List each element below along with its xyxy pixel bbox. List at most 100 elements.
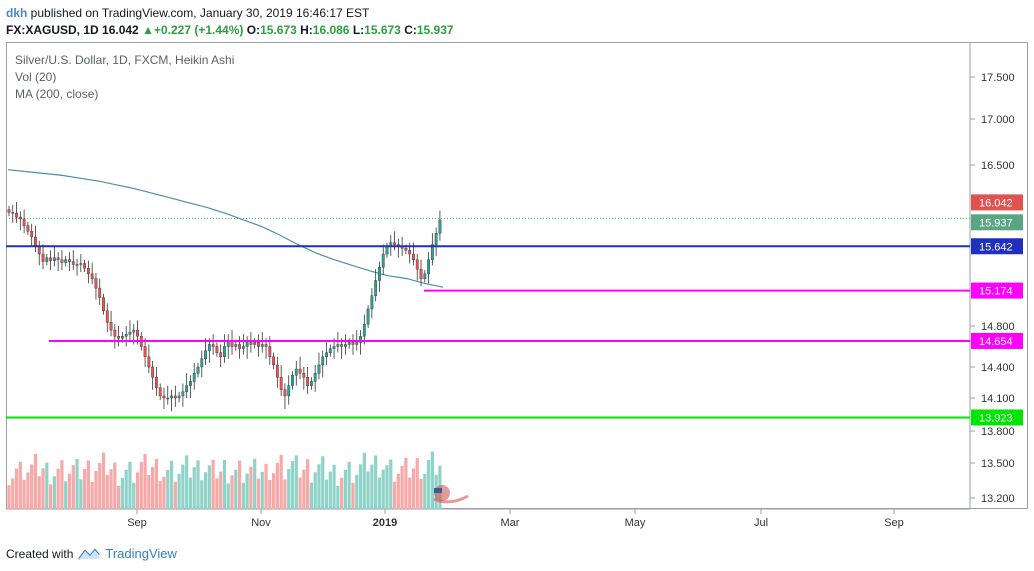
candle-body[interactable] bbox=[264, 344, 268, 347]
candle-body[interactable] bbox=[181, 391, 185, 397]
candle-body[interactable] bbox=[124, 334, 128, 337]
candle-body[interactable] bbox=[351, 342, 355, 345]
candle-body[interactable] bbox=[272, 356, 275, 366]
candle-body[interactable] bbox=[113, 329, 117, 337]
candle-body[interactable] bbox=[430, 244, 434, 260]
candle-body[interactable] bbox=[404, 248, 408, 251]
candle-body[interactable] bbox=[105, 310, 109, 323]
candle-body[interactable] bbox=[86, 268, 90, 275]
candle-body[interactable] bbox=[192, 373, 196, 382]
author-name[interactable]: dkh bbox=[6, 6, 28, 20]
candle-body[interactable] bbox=[374, 280, 378, 296]
candle-body[interactable] bbox=[45, 257, 49, 262]
candle-body[interactable] bbox=[170, 395, 173, 399]
candle-body[interactable] bbox=[189, 381, 192, 386]
candle-body[interactable] bbox=[294, 368, 298, 376]
candle-body[interactable] bbox=[434, 232, 438, 245]
candle-body[interactable] bbox=[302, 373, 306, 378]
candle-body[interactable] bbox=[381, 253, 385, 268]
volume-legend[interactable]: Vol (20) bbox=[15, 70, 57, 84]
candle-body[interactable] bbox=[83, 263, 87, 269]
flag-icon[interactable] bbox=[433, 485, 469, 504]
candle-body[interactable] bbox=[412, 253, 415, 260]
candle-body[interactable] bbox=[317, 364, 321, 374]
candle-body[interactable] bbox=[328, 348, 332, 353]
candle-body[interactable] bbox=[223, 346, 226, 357]
candle-body[interactable] bbox=[279, 377, 283, 390]
candle-body[interactable] bbox=[238, 344, 241, 349]
candle-body[interactable] bbox=[7, 209, 11, 213]
candle-body[interactable] bbox=[249, 342, 253, 345]
candle-body[interactable] bbox=[102, 297, 105, 312]
candle-body[interactable] bbox=[49, 257, 52, 261]
candle-body[interactable] bbox=[283, 389, 287, 397]
candle-body[interactable] bbox=[362, 323, 366, 337]
candle-body[interactable] bbox=[298, 368, 302, 374]
candle-body[interactable] bbox=[260, 344, 264, 347]
candle-body[interactable] bbox=[94, 278, 98, 289]
candle-body[interactable] bbox=[306, 377, 310, 386]
candle-body[interactable] bbox=[132, 329, 136, 333]
candle-body[interactable] bbox=[90, 273, 94, 279]
candle-body[interactable] bbox=[120, 336, 124, 339]
candle-body[interactable] bbox=[423, 273, 427, 279]
candle-body[interactable] bbox=[204, 350, 207, 360]
candle-body[interactable] bbox=[347, 342, 351, 345]
candle-body[interactable] bbox=[268, 346, 272, 357]
candle-body[interactable] bbox=[30, 231, 34, 238]
candle-body[interactable] bbox=[366, 308, 370, 325]
candle-body[interactable] bbox=[196, 366, 200, 374]
candle-body[interactable] bbox=[310, 381, 313, 386]
ma-legend[interactable]: MA (200, close) bbox=[15, 87, 99, 101]
candle-body[interactable] bbox=[332, 346, 336, 349]
candle-body[interactable] bbox=[241, 346, 245, 349]
candle-body[interactable] bbox=[200, 358, 204, 368]
candle-body[interactable] bbox=[427, 259, 430, 275]
candle-body[interactable] bbox=[257, 342, 260, 347]
candle-body[interactable] bbox=[355, 342, 359, 345]
candle-body[interactable] bbox=[143, 346, 147, 357]
candle-body[interactable] bbox=[173, 395, 177, 399]
candle-body[interactable] bbox=[18, 216, 22, 220]
candle-body[interactable] bbox=[71, 261, 75, 265]
candle-body[interactable] bbox=[136, 329, 139, 337]
candle-body[interactable] bbox=[359, 336, 362, 343]
candle-body[interactable] bbox=[79, 263, 83, 265]
candle-body[interactable] bbox=[41, 253, 45, 262]
chart-title[interactable]: Silver/U.S. Dollar, 1D, FXCM, Heikin Ash… bbox=[15, 53, 235, 67]
candle-body[interactable] bbox=[211, 344, 215, 347]
candle-body[interactable] bbox=[34, 236, 37, 247]
candle-body[interactable] bbox=[287, 385, 291, 397]
candle-body[interactable] bbox=[340, 344, 344, 347]
candle-body[interactable] bbox=[52, 257, 56, 261]
candle-body[interactable] bbox=[56, 257, 60, 260]
candle-body[interactable] bbox=[185, 385, 189, 393]
candle-body[interactable] bbox=[162, 395, 166, 399]
candle-body[interactable] bbox=[253, 342, 257, 345]
candle-body[interactable] bbox=[438, 219, 442, 234]
candle-body[interactable] bbox=[245, 342, 249, 347]
candle-body[interactable] bbox=[98, 287, 102, 298]
candle-body[interactable] bbox=[22, 218, 26, 226]
candle-body[interactable] bbox=[370, 295, 374, 310]
candle-body[interactable] bbox=[166, 397, 170, 400]
candle-body[interactable] bbox=[26, 225, 30, 232]
candle-body[interactable] bbox=[336, 344, 340, 347]
candle-body[interactable] bbox=[234, 344, 238, 347]
candle-body[interactable] bbox=[408, 250, 412, 255]
candle-body[interactable] bbox=[325, 352, 328, 357]
ma-line[interactable] bbox=[7, 169, 444, 288]
candle-body[interactable] bbox=[313, 373, 317, 382]
candle-body[interactable] bbox=[158, 387, 162, 397]
candle-body[interactable] bbox=[207, 344, 211, 351]
candle-body[interactable] bbox=[415, 259, 419, 270]
candle-body[interactable] bbox=[68, 259, 71, 262]
tradingview-brand[interactable]: TradingView bbox=[105, 546, 177, 561]
candle-body[interactable] bbox=[147, 356, 151, 368]
candle-body[interactable] bbox=[64, 259, 68, 263]
candle-body[interactable] bbox=[291, 375, 294, 386]
candle-body[interactable] bbox=[109, 322, 113, 331]
candle-body[interactable] bbox=[11, 212, 15, 214]
candle-body[interactable] bbox=[128, 331, 132, 335]
candle-body[interactable] bbox=[60, 259, 64, 263]
